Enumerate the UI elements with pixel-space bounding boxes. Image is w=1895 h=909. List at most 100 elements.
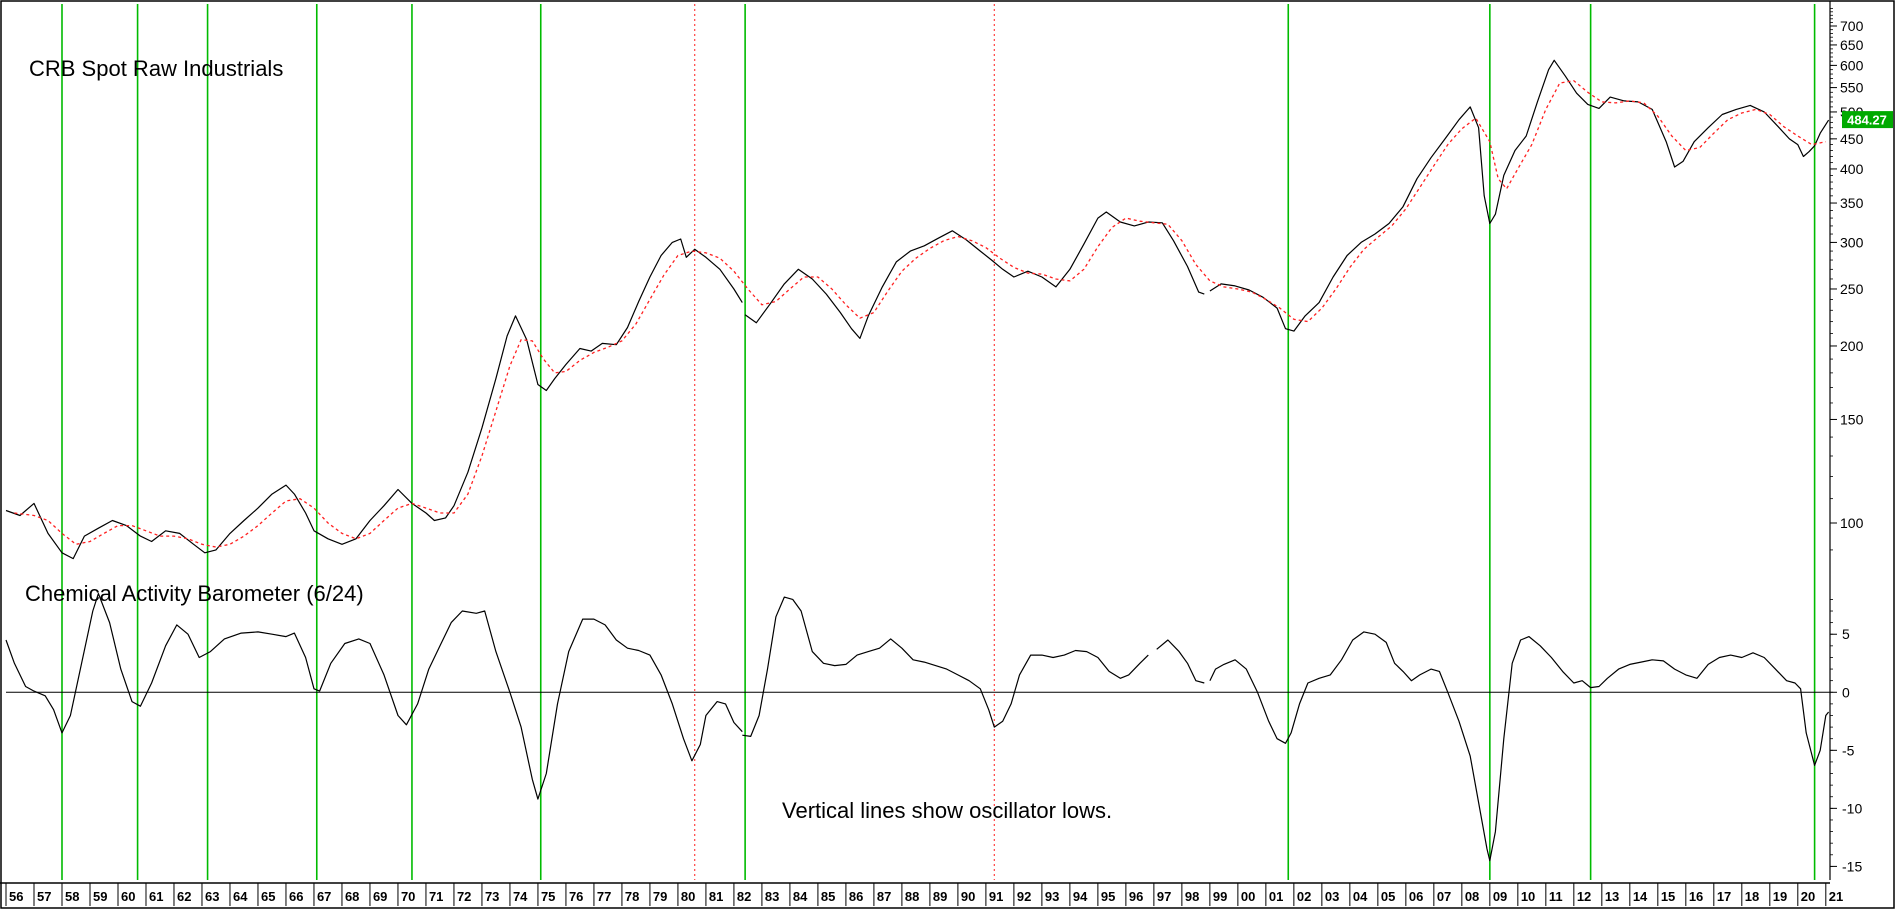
x-tick-label: 74 [513, 889, 528, 904]
y-tick-label: 300 [1840, 234, 1864, 250]
x-tick-label: 94 [1073, 889, 1088, 904]
y-tick-label: 450 [1840, 131, 1864, 147]
y-tick-label: -15 [1842, 858, 1862, 874]
x-tick-label: 68 [345, 889, 359, 904]
x-tick-label: 87 [877, 889, 891, 904]
y-tick-label: 650 [1840, 37, 1864, 53]
x-tick-label: 96 [1129, 889, 1143, 904]
x-tick-label: 11 [1549, 889, 1563, 904]
crb-series-3 [14, 80, 1826, 548]
x-tick-label: 04 [1353, 889, 1368, 904]
cab-series-2 [1156, 639, 1205, 684]
x-tick-label: 65 [261, 889, 275, 904]
x-tick-label: 09 [1493, 889, 1507, 904]
x-tick-label: 89 [933, 889, 947, 904]
y-tick-label: 0 [1842, 684, 1850, 700]
x-tick-label: 21 [1829, 889, 1843, 904]
y-tick-label: 5 [1842, 626, 1850, 642]
x-tick-label: 19 [1773, 889, 1787, 904]
bottom-panel-title: Chemical Activity Barometer (6/24) [25, 581, 364, 606]
x-tick-label: 57 [37, 889, 51, 904]
x-tick-label: 69 [373, 889, 387, 904]
cab-series-3 [1209, 631, 1830, 862]
crb-series-0 [5, 238, 743, 560]
x-tick-label: 67 [317, 889, 331, 904]
x-axis: 56 57 58 59 60 61 62 63 64 65 66 67 68 69 70 71 72 73 74 75… [0, 882, 1843, 906]
x-tick-label: 18 [1745, 889, 1759, 904]
y-tick-label: 700 [1840, 18, 1864, 34]
x-tick-label: 66 [289, 889, 303, 904]
x-tick-label: 91 [989, 889, 1003, 904]
x-tick-label: 17 [1717, 889, 1731, 904]
x-tick-label: 03 [1325, 889, 1339, 904]
x-tick-label: 93 [1045, 889, 1059, 904]
x-tick-label: 62 [177, 889, 191, 904]
y-tick-label: 350 [1840, 195, 1864, 211]
x-tick-label: 08 [1465, 889, 1479, 904]
x-tick-label: 95 [1101, 889, 1115, 904]
x-tick-label: 77 [597, 889, 611, 904]
cab-series-0 [5, 593, 743, 800]
x-tick-label: 81 [709, 889, 723, 904]
y-tick-label: 200 [1840, 338, 1864, 354]
x-tick-label: 76 [569, 889, 583, 904]
x-tick-label: 64 [233, 889, 248, 904]
x-tick-label: 20 [1801, 889, 1815, 904]
x-tick-label: 79 [653, 889, 667, 904]
x-tick-label: 70 [401, 889, 415, 904]
y-tick-label: 550 [1840, 80, 1864, 96]
x-tick-label: 83 [765, 889, 779, 904]
top-panel-title: CRB Spot Raw Industrials [29, 56, 283, 81]
x-tick-label: 73 [485, 889, 499, 904]
x-tick-label: 75 [541, 889, 555, 904]
x-tick-label: 00 [1241, 889, 1255, 904]
x-tick-label: 06 [1409, 889, 1423, 904]
x-tick-label: 16 [1689, 889, 1703, 904]
x-tick-label: 85 [821, 889, 835, 904]
x-tick-label: 88 [905, 889, 919, 904]
x-tick-label: 98 [1185, 889, 1199, 904]
x-tick-label: 61 [149, 889, 163, 904]
x-tick-label: 13 [1605, 889, 1619, 904]
y-tick-label: 250 [1840, 281, 1864, 297]
x-tick-label: 15 [1661, 889, 1675, 904]
x-tick-label: 01 [1269, 889, 1283, 904]
series-layer [5, 59, 1830, 862]
x-tick-label: 56 [9, 889, 23, 904]
vertical-lines-layer [61, 4, 1816, 880]
x-tick-label: 05 [1381, 889, 1395, 904]
x-tick-label: 60 [121, 889, 135, 904]
x-tick-label: 72 [457, 889, 471, 904]
x-tick-label: 07 [1437, 889, 1451, 904]
x-tick-label: 80 [681, 889, 695, 904]
x-tick-label: 10 [1521, 889, 1535, 904]
x-tick-label: 92 [1017, 889, 1031, 904]
x-tick-label: 86 [849, 889, 863, 904]
last-value-badge: 484.27 [1842, 111, 1893, 129]
x-tick-label: 97 [1157, 889, 1171, 904]
last-value-badge-text: 484.27 [1847, 113, 1887, 128]
x-tick-label: 82 [737, 889, 751, 904]
x-tick-label: 63 [205, 889, 219, 904]
y-tick-label: -5 [1842, 742, 1855, 758]
y-tick-label: 400 [1840, 161, 1864, 177]
x-tick-label: 99 [1213, 889, 1227, 904]
x-tick-label: 78 [625, 889, 639, 904]
y-tick-label: 150 [1840, 411, 1864, 427]
y-tick-label: -10 [1842, 800, 1862, 816]
last-value-badge-bg [1842, 111, 1893, 129]
x-tick-label: 58 [65, 889, 79, 904]
x-tick-label: 71 [429, 889, 443, 904]
x-tick-label: 14 [1633, 889, 1648, 904]
x-tick-label: 02 [1297, 889, 1311, 904]
crb-series-2 [1209, 59, 1830, 332]
crb-series-1 [744, 211, 1205, 339]
x-tick-label: 90 [961, 889, 975, 904]
x-tick-label: 59 [93, 889, 107, 904]
x-tick-label: 84 [793, 889, 808, 904]
oscillator-note: Vertical lines show oscillator lows. [782, 798, 1112, 823]
y-tick-label: 600 [1840, 57, 1864, 73]
